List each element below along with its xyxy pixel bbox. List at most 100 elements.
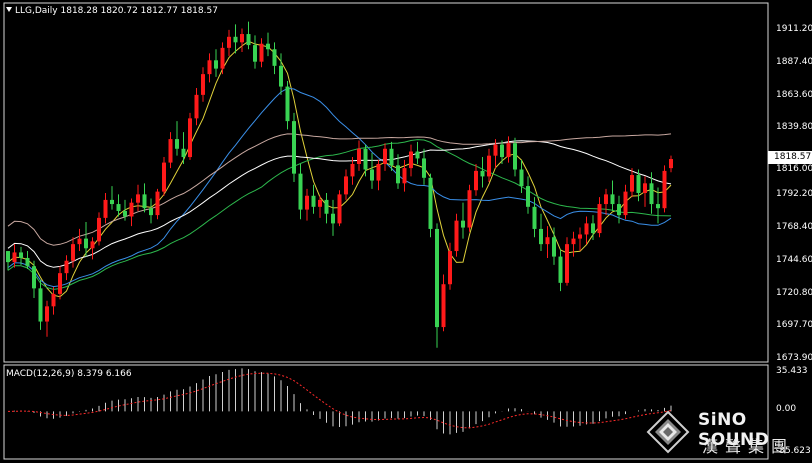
candle-body [662,170,667,209]
candle-body [305,195,309,210]
candle-body [558,256,563,283]
candle-body [97,217,101,242]
candle-body [422,158,426,178]
macd-header: MACD(12,26,9) 8.379 6.166 [6,369,132,379]
candle-body [402,168,407,184]
candle-body [64,260,69,274]
candle-body [253,45,257,62]
candle-body [513,143,517,170]
candle-body [129,202,134,217]
candle-body [448,251,452,285]
candle-body [84,238,88,249]
logo-brand-text: SiNO SOUND [698,410,770,450]
candle-body [649,183,654,205]
candle-body [571,238,576,245]
price-tick: 1720.80 [776,288,812,298]
ma-white-line [7,140,672,268]
candle-body [578,234,582,239]
candle-body [597,204,602,234]
price-tick: 1887.40 [776,57,812,67]
candle-body [604,194,608,205]
macd-tick: -35.623 [776,446,811,456]
candle-body [656,204,660,209]
candle-body [337,194,342,224]
candle-body [532,206,537,229]
candle-body [617,204,621,216]
candle-body [240,34,244,43]
candle-body [428,177,433,229]
price-tick: 1816.00 [776,164,812,174]
candle-body [90,241,95,249]
candle-body [279,65,283,87]
candle-body [175,139,179,149]
price-tick: 1863.60 [776,90,812,100]
chart-header: LLG,Daily 1818.28 1820.72 1812.77 1818.5… [6,6,218,16]
candle-body [188,118,192,158]
sino-sound-logo: SiNO SOUND 漢聲集團 [644,402,812,463]
price-tick: 1911.20 [776,24,812,34]
candle-body [6,251,10,263]
ma-blue-line [7,87,672,288]
candle-body [259,43,264,62]
candle-body [357,148,361,164]
candle-body [643,183,647,193]
candle-body [500,144,504,158]
candle-body [552,237,556,257]
candle-body [623,191,628,216]
dropdown-triangle-icon[interactable] [6,7,12,12]
candle-body [77,238,82,245]
candle-body [344,176,348,195]
logo-chinese-text: 漢聲集團 [702,437,795,456]
candle-body [630,175,634,192]
candle-body [474,170,478,191]
candle-body [376,163,381,181]
price-panel-frame [3,2,769,363]
candle-body [116,204,121,211]
price-tick: 1697.70 [776,320,812,330]
ma-slow-line [7,133,672,246]
ma-fast-line [7,40,672,298]
candle-body [214,60,218,69]
candle-body [415,151,420,159]
candle-body [25,257,30,267]
candle-body [565,244,569,283]
candle-body [207,60,212,75]
macd-tick: 0.00 [776,404,797,414]
candle-body [292,121,296,174]
candle-body [142,194,147,209]
candle-body [584,223,589,235]
candle-body [311,195,316,207]
price-tick: 1839.80 [776,122,812,132]
candle-body [194,94,199,119]
macd-signal-line [7,372,672,429]
candle-body [409,151,413,169]
candle-body [493,144,498,156]
ma-green-line [7,139,672,290]
candle-body [136,194,140,203]
candle-body [51,293,56,307]
candle-body [591,223,595,234]
candle-body [610,194,615,205]
candle-body [480,170,485,177]
candle-body [539,228,543,245]
candle-body [298,173,303,210]
candle-body [233,36,238,43]
candle-body [506,143,511,158]
candle-body [201,74,205,95]
candle-body [441,284,446,328]
candle-body [32,266,36,289]
candle-body [285,86,290,122]
candle-body [526,186,530,207]
candle-body [454,220,459,252]
candle-body [220,47,225,69]
price-tick: 1792.20 [776,189,812,199]
price-tick: 1744.60 [776,255,812,265]
candle-body [272,49,277,66]
logo-emblem-icon [646,410,690,454]
macd-tick: 35.433 [776,366,808,376]
candle-body [389,148,394,166]
candle-body [162,162,166,192]
candle-body [383,148,387,164]
candle-body [266,43,270,50]
